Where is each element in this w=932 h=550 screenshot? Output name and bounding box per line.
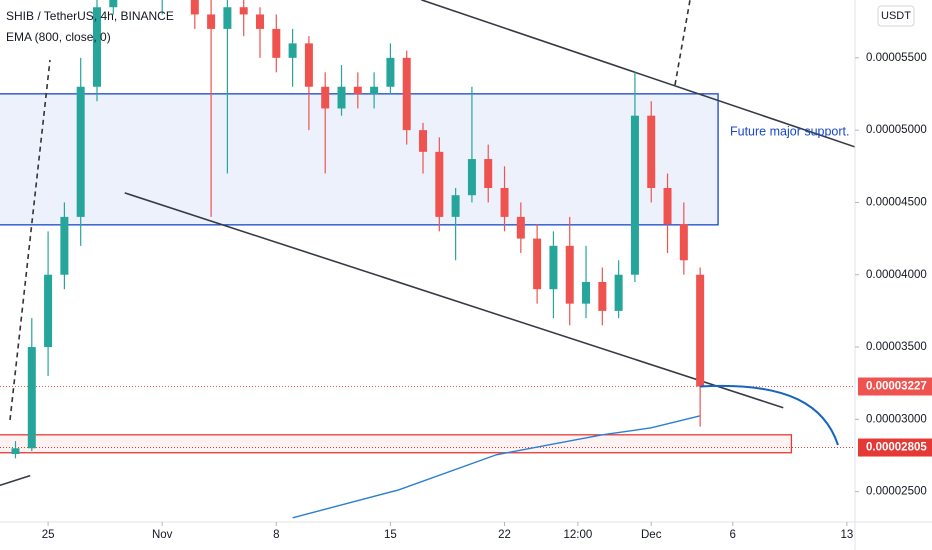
candle-body bbox=[337, 86, 346, 109]
candle-body bbox=[304, 43, 313, 87]
x-tick-label: Dec bbox=[641, 529, 662, 541]
trendline bbox=[0, 474, 31, 487]
projection-curve bbox=[700, 384, 839, 446]
candle-body bbox=[76, 86, 85, 217]
x-tick-label: 22 bbox=[498, 529, 511, 541]
candle-body bbox=[679, 224, 688, 261]
trendline bbox=[421, 0, 855, 148]
x-tick-label: 13 bbox=[840, 529, 853, 541]
plot-area: Future major support. bbox=[0, 0, 855, 519]
y-tick-label: 0.00003000 bbox=[866, 413, 927, 425]
candle-body bbox=[630, 115, 639, 275]
candle-body bbox=[109, 0, 118, 8]
candle-body bbox=[321, 86, 330, 109]
x-tick-label: Nov bbox=[152, 529, 173, 541]
candle-body bbox=[256, 14, 265, 29]
candle-body bbox=[27, 347, 36, 449]
ema-line bbox=[292, 415, 701, 519]
candle-body bbox=[647, 115, 656, 188]
y-tick-label: 0.00005500 bbox=[866, 52, 927, 64]
currency-label[interactable]: USDT bbox=[881, 10, 911, 22]
price-badge bbox=[858, 377, 932, 396]
candle-body bbox=[419, 130, 428, 152]
candle-body bbox=[386, 57, 395, 87]
candle-body bbox=[272, 28, 281, 58]
level-zone bbox=[0, 434, 793, 454]
candle-body bbox=[60, 216, 69, 275]
price-badge-label: 0.00003227 bbox=[866, 381, 927, 393]
candle-body bbox=[44, 274, 53, 348]
x-tick-label: 8 bbox=[273, 529, 279, 541]
x-tick-label: 15 bbox=[384, 529, 397, 541]
price-badge bbox=[858, 438, 932, 457]
candle-body bbox=[207, 14, 216, 29]
candle-body bbox=[353, 86, 362, 94]
candle-body bbox=[435, 151, 444, 217]
candle-body bbox=[614, 274, 623, 311]
candle-body bbox=[696, 274, 705, 387]
candle-body bbox=[11, 448, 20, 455]
support-zone bbox=[0, 93, 719, 226]
candle-body bbox=[549, 245, 558, 290]
dashed-line bbox=[9, 59, 51, 421]
indicator-label: EMA (800, close, 0) bbox=[6, 30, 111, 44]
y-tick-label: 0.00005000 bbox=[866, 124, 927, 136]
y-tick-label: 0.00003500 bbox=[866, 341, 927, 353]
candle-body bbox=[288, 43, 297, 58]
candle-body bbox=[598, 281, 607, 311]
y-tick-label: 0.00002500 bbox=[866, 486, 927, 498]
candle-body bbox=[484, 159, 493, 188]
candle-body bbox=[663, 187, 672, 225]
candle-body bbox=[223, 7, 232, 29]
y-tick-label: 0.00004000 bbox=[866, 269, 927, 281]
x-tick-label: 6 bbox=[730, 529, 736, 541]
candle-body bbox=[451, 195, 460, 217]
currency-box[interactable] bbox=[877, 5, 915, 27]
candle-body bbox=[533, 238, 542, 290]
candle-body bbox=[582, 281, 591, 304]
x-tick-label: 12:00 bbox=[563, 529, 592, 541]
annotation: Future major support. bbox=[730, 124, 850, 138]
candle-body bbox=[92, 7, 101, 87]
candle-body bbox=[239, 7, 248, 15]
x-tick-label: 25 bbox=[42, 529, 55, 541]
y-tick-label: 0.00004500 bbox=[866, 196, 927, 208]
candle-body bbox=[500, 187, 509, 217]
candle-body bbox=[565, 245, 574, 304]
price-badge-label: 0.00002805 bbox=[866, 442, 927, 454]
candle-body bbox=[516, 216, 525, 239]
chart-title: SHIB / TetherUS, 4h, BINANCE bbox=[6, 9, 174, 23]
candle-body bbox=[190, 0, 199, 15]
trendline bbox=[124, 192, 784, 409]
candle-body bbox=[402, 57, 411, 131]
candle-body bbox=[370, 86, 379, 94]
candle-body bbox=[467, 159, 476, 196]
